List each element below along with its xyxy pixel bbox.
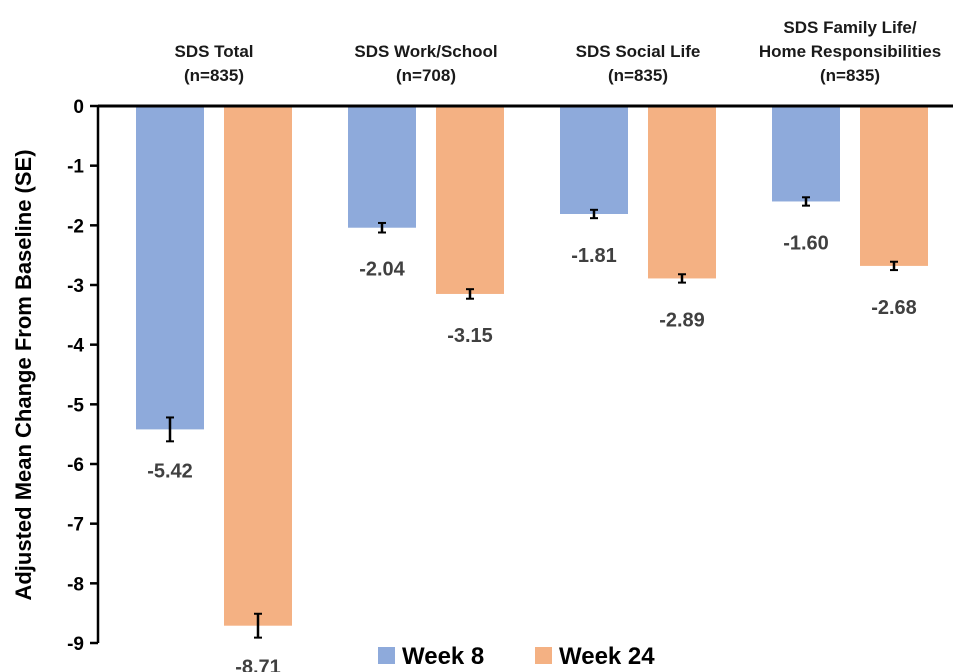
bar-week-24	[224, 106, 292, 626]
category-label: SDS Family Life/	[783, 18, 916, 37]
category-label: Home Responsibilities	[759, 42, 941, 61]
category-label: (n=708)	[396, 66, 456, 85]
legend-label: Week 24	[559, 643, 655, 670]
category-label: SDS Work/School	[354, 42, 497, 61]
data-label: -1.60	[783, 232, 829, 254]
y-tick-label: -1	[67, 157, 84, 178]
data-label: -1.81	[571, 245, 617, 267]
data-label: -2.04	[359, 259, 405, 281]
y-axis-title: Adjusted Mean Change From Baseline (SE)	[11, 149, 36, 600]
y-tick-label: -7	[67, 515, 84, 536]
data-label: -3.15	[447, 325, 493, 347]
bar-week-24	[648, 106, 716, 279]
legend-swatch	[535, 647, 552, 664]
category-label: SDS Social Life	[576, 42, 701, 61]
data-label: -2.68	[871, 297, 917, 319]
y-tick-label: -9	[67, 634, 84, 655]
legend: Week 8 Week 24	[378, 643, 655, 670]
category-label: (n=835)	[608, 66, 668, 85]
data-label: -2.89	[659, 309, 705, 331]
bar-week-8	[136, 106, 204, 430]
y-tick-label: 0	[73, 97, 84, 118]
y-tick-label: -4	[67, 336, 84, 357]
y-tick-label: -5	[67, 395, 84, 416]
bar-week-24	[860, 106, 928, 266]
y-tick-label: -6	[67, 455, 84, 476]
y-tick-label: -8	[67, 574, 84, 595]
bar-week-8	[560, 106, 628, 214]
category-label: (n=835)	[184, 66, 244, 85]
data-label: -5.42	[147, 460, 193, 482]
y-tick-label: -3	[67, 276, 84, 297]
legend-swatch	[378, 647, 395, 664]
y-tick-label: -2	[67, 216, 84, 237]
category-label: (n=835)	[820, 66, 880, 85]
bar-week-8	[348, 106, 416, 228]
data-label: -8.71	[235, 657, 281, 672]
category-label: SDS Total	[174, 42, 253, 61]
bar-week-24	[436, 106, 504, 294]
legend-label: Week 8	[402, 643, 484, 670]
bar-week-8	[772, 106, 840, 202]
